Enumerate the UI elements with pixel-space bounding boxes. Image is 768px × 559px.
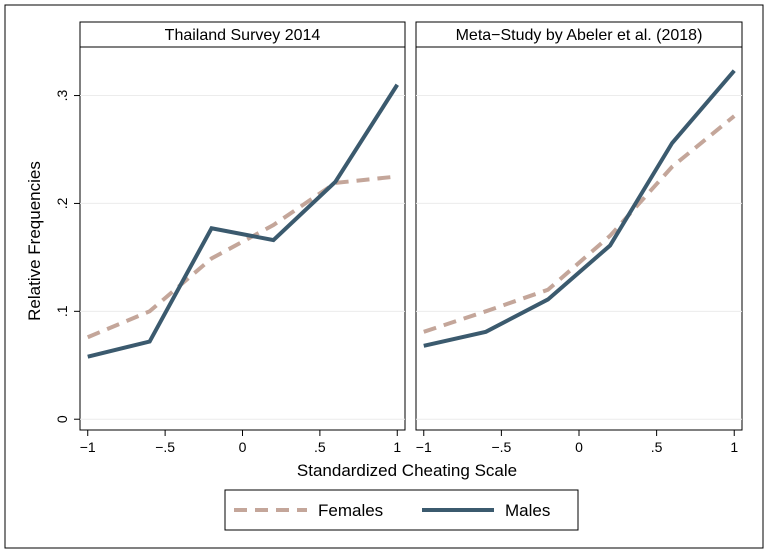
x-tick-label: .5 bbox=[314, 439, 326, 455]
panel-1: Thailand Survey 2014 −1 −.5 0 .5 1 0 .1 .2 .3 bbox=[54, 21, 406, 455]
series-line-males bbox=[423, 69, 736, 348]
x-tick-label: −.5 bbox=[155, 439, 175, 455]
y-tick-label: .2 bbox=[54, 197, 70, 209]
series-line-females bbox=[423, 114, 736, 334]
x-tick-label: 0 bbox=[575, 439, 583, 455]
panel-title: Thailand Survey 2014 bbox=[165, 27, 321, 44]
panel-title: Meta−Study by Abeler et al. (2018) bbox=[456, 27, 703, 44]
legend-label-males: Males bbox=[505, 501, 550, 520]
plot-area bbox=[415, 46, 743, 431]
x-tick-label: 1 bbox=[393, 439, 401, 455]
plot-area bbox=[79, 46, 406, 431]
panel-title-strip bbox=[79, 21, 406, 48]
legend: Females Males bbox=[224, 489, 579, 531]
panels: Thailand Survey 2014 −1 −.5 0 .5 1 0 .1 .2 .3 Meta… bbox=[54, 21, 743, 455]
x-tick-label: −1 bbox=[80, 439, 96, 455]
x-tick-label: −.5 bbox=[491, 439, 511, 455]
series-line-females bbox=[86, 174, 398, 340]
x-axis-label: Standardized Cheating Scale bbox=[297, 461, 517, 480]
x-tick-label: 0 bbox=[239, 439, 247, 455]
y-tick-label: 0 bbox=[54, 415, 70, 423]
panel-2: Meta−Study by Abeler et al. (2018) −1 −.5 0… bbox=[415, 21, 743, 455]
y-axis-label: Relative Frequencies bbox=[25, 161, 44, 321]
x-tick-label: −1 bbox=[416, 439, 432, 455]
panel-title-strip bbox=[415, 21, 743, 48]
y-tick-label: .3 bbox=[54, 90, 70, 102]
y-tick-label: .1 bbox=[54, 305, 70, 317]
x-tick-label: 1 bbox=[730, 439, 738, 455]
series-line-males bbox=[87, 83, 399, 359]
legend-label-females: Females bbox=[318, 501, 383, 520]
x-tick-label: .5 bbox=[651, 439, 663, 455]
